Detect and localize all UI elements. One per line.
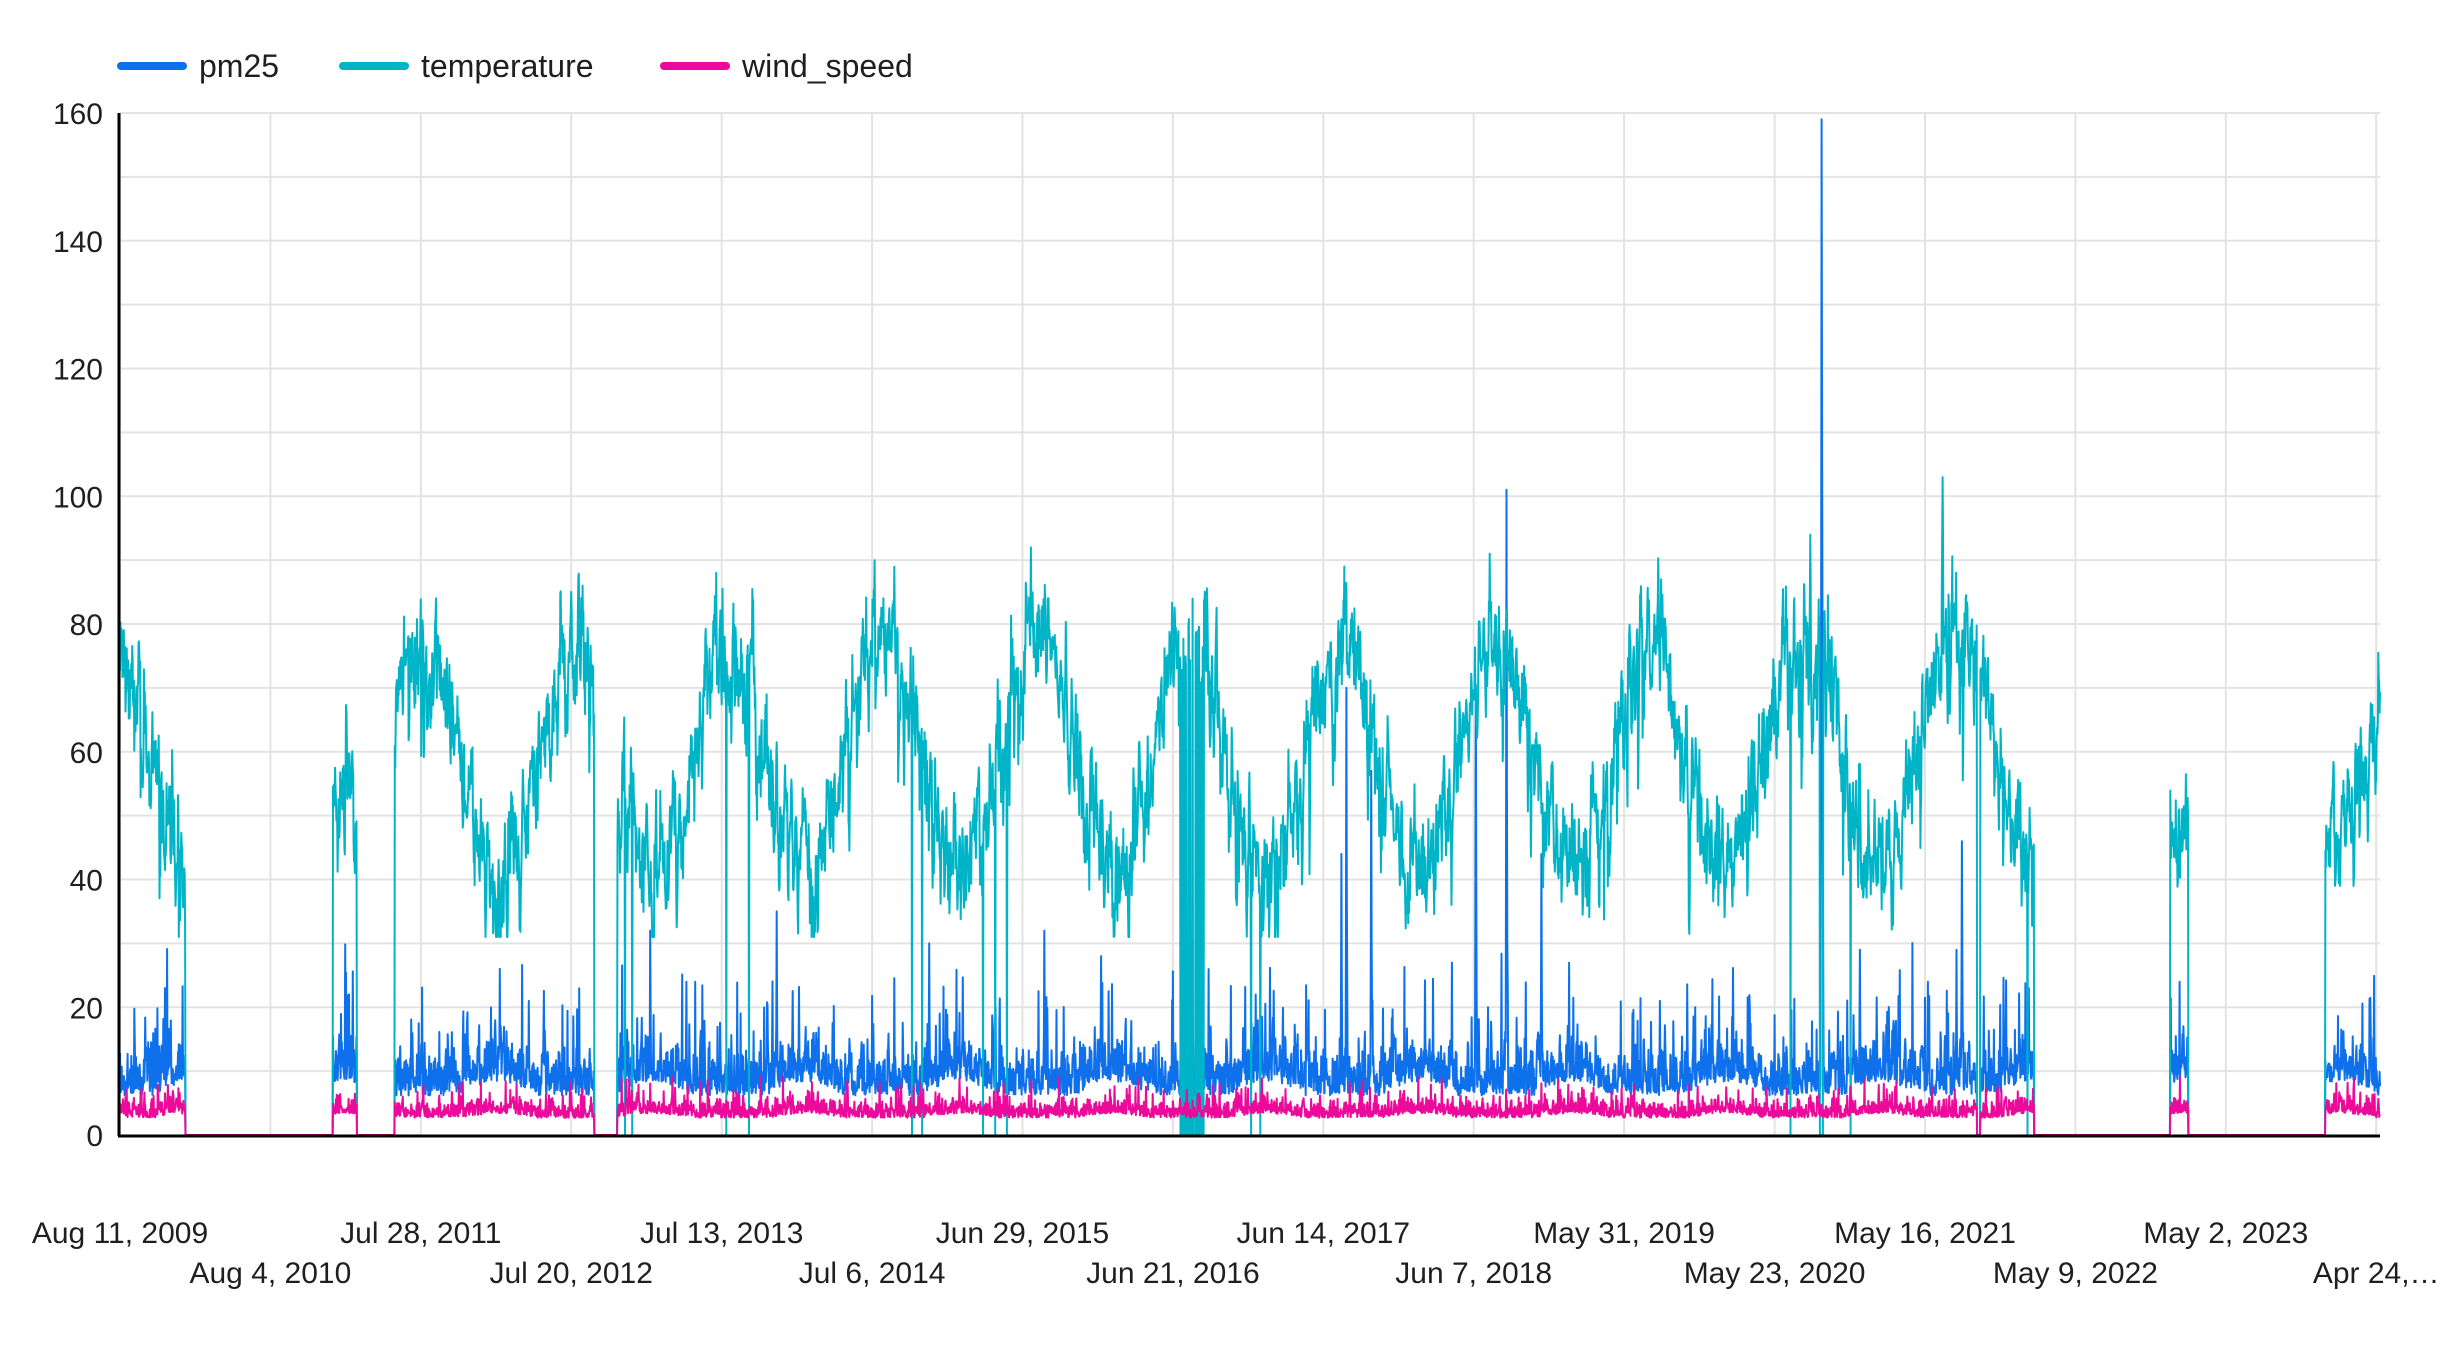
series-line-wind_speed	[119, 1075, 2381, 1136]
legend: pm25 temperature wind_speed	[0, 0, 2454, 100]
legend-item-temperature: temperature	[339, 48, 594, 84]
x-axis-label: Jul 28, 2011	[340, 1217, 501, 1250]
x-axis-label: Apr 24,…	[2313, 1257, 2440, 1290]
x-axis-label: May 9, 2022	[1993, 1257, 2158, 1290]
legend-item-wind-speed: wind_speed	[660, 48, 913, 84]
x-axis-label: May 23, 2020	[1684, 1257, 1866, 1290]
x-axis-label: Jun 7, 2018	[1395, 1257, 1552, 1290]
series-line-temperature	[119, 476, 2381, 1136]
legend-label-pm25: pm25	[199, 48, 280, 84]
wind-speed-line-swatch-icon	[660, 62, 730, 70]
axes	[117, 113, 2380, 1138]
series-lines	[119, 118, 2381, 1136]
y-axis-label: 80	[70, 609, 103, 642]
legend-item-pm25: pm25	[117, 48, 279, 84]
y-axis-label: 60	[70, 737, 103, 770]
x-axis-label: Jun 21, 2016	[1086, 1257, 1259, 1290]
x-axis-label: Aug 11, 2009	[32, 1217, 208, 1250]
y-axis-label: 40	[70, 865, 103, 898]
legend-label-wind-speed: wind_speed	[742, 48, 913, 84]
x-axis-label: Jun 29, 2015	[936, 1217, 1109, 1250]
x-axis-label: Jul 6, 2014	[799, 1257, 946, 1290]
y-axis-label: 160	[53, 98, 103, 131]
x-axis-label: Jun 14, 2017	[1237, 1217, 1410, 1250]
y-axis-label: 100	[53, 481, 103, 514]
pm25-line-swatch-icon	[117, 62, 187, 70]
y-axis-label: 20	[70, 992, 103, 1025]
y-axis-label: 0	[86, 1120, 103, 1153]
y-axis-label: 120	[53, 354, 103, 387]
legend-label-temperature: temperature	[421, 48, 594, 84]
x-axis-label: Jul 20, 2012	[489, 1257, 652, 1290]
x-axis-label: May 16, 2021	[1834, 1217, 2016, 1250]
gridlines	[119, 112, 2380, 1135]
y-axis-label: 140	[53, 226, 103, 259]
x-axis-label: May 31, 2019	[1533, 1217, 1715, 1250]
x-axis-label: Aug 4, 2010	[189, 1257, 351, 1290]
axis-labels: 0 20 40 60 80 100 120 140 160 Aug 11, 2009 Aug 4, …	[32, 98, 2440, 1290]
x-axis-label: May 2, 2023	[2143, 1217, 2308, 1250]
x-axis-label: Jul 13, 2013	[640, 1217, 803, 1250]
temperature-line-swatch-icon	[339, 62, 409, 70]
